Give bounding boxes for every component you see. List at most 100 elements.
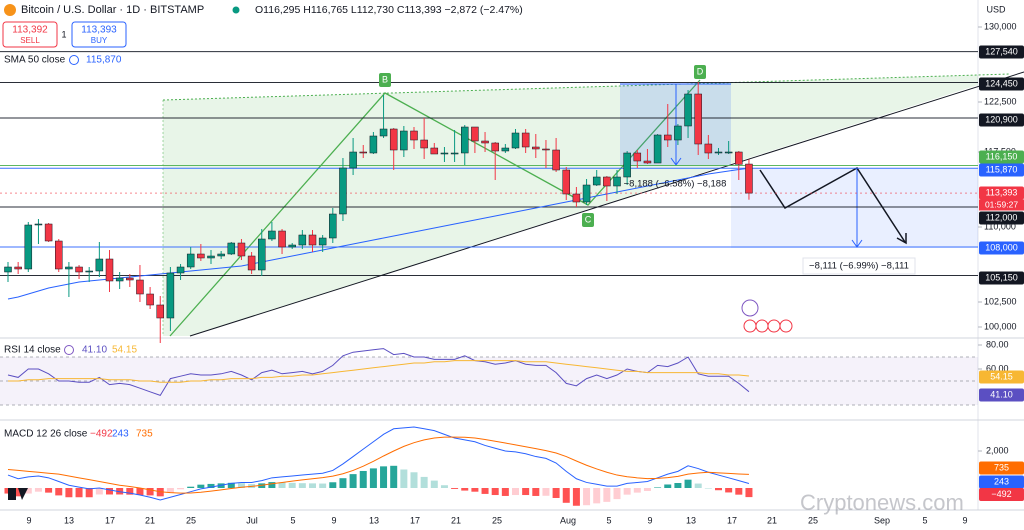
candle-body [572, 193, 581, 203]
histogram-bar [207, 483, 215, 488]
x-tick-label: 21 [451, 515, 461, 525]
candle-body [95, 258, 104, 272]
buy-button[interactable] [71, 21, 127, 48]
candle-body [207, 255, 215, 259]
legend-value: 243 [112, 429, 129, 440]
candle-body [623, 152, 631, 178]
legend-icon [64, 345, 74, 355]
histogram-bar [24, 488, 32, 494]
candle-body [592, 176, 601, 186]
candle-body [532, 146, 540, 150]
histogram-bar [532, 488, 540, 496]
histogram-bar [440, 485, 448, 488]
x-tick-label: 5 [606, 515, 611, 525]
candle-body [653, 134, 662, 164]
level-label-box [979, 77, 1024, 91]
histogram-bar [735, 488, 743, 495]
value-box [979, 488, 1024, 501]
candle-body [55, 240, 63, 270]
candle-body [745, 163, 753, 194]
pattern-point-badge [582, 213, 594, 227]
candle-body [14, 266, 22, 270]
candle-body [461, 126, 469, 154]
value-box-label: 735 [994, 462, 1009, 472]
candle-body [126, 277, 134, 281]
histogram-bar [359, 470, 367, 488]
x-tick-label: 13 [686, 515, 696, 525]
candle-body [582, 184, 591, 203]
candle-body [44, 223, 53, 242]
x-tick-label: 21 [767, 515, 777, 525]
value-box [979, 475, 1024, 489]
candle-body [115, 277, 124, 282]
rsi-line [8, 360, 749, 383]
y-tick-label: 110,000 [984, 221, 1016, 231]
histogram-bar [369, 468, 377, 488]
y-tick-label: 122,500 [984, 96, 1017, 106]
x-tick-label: 9 [647, 515, 652, 525]
histogram-bar [288, 482, 296, 488]
sell-price: 113,392 [12, 25, 48, 36]
histogram-bar [278, 482, 286, 488]
rsi-line [7, 348, 750, 397]
histogram-bar [542, 488, 550, 496]
candle-body [359, 151, 367, 154]
candle-body [450, 152, 459, 155]
candle-body [379, 128, 388, 137]
arrowhead [896, 233, 907, 245]
candle-body [278, 230, 286, 248]
candle-body [24, 224, 33, 270]
histogram-bar [684, 479, 692, 488]
legend-value: −492 [90, 429, 113, 440]
y-tick-label: 100,000 [984, 321, 1017, 331]
level-label: 105,150 [985, 272, 1018, 282]
candle-body [197, 253, 205, 259]
candle-body [684, 93, 692, 127]
x-tick-label: 9 [26, 515, 31, 525]
histogram-bar [136, 488, 144, 496]
x-tick-label: 17 [410, 515, 420, 525]
y-tick-label: 60.00 [986, 363, 1009, 373]
histogram-bar [319, 483, 327, 488]
candle-body [237, 242, 246, 257]
histogram-bar [420, 476, 428, 488]
chart-layer: 9 13 17 21 25 Jul 5 9 13 17 21 25 Aug 5 9 13 17 21 25 Sep 5 9… [0, 21, 1024, 525]
histogram-bar [298, 483, 306, 488]
candle-body [552, 149, 560, 171]
histogram-bar [481, 488, 489, 494]
symbol-title: Bitcoin / U.S. Dollar · 1D · BITSTAMP [21, 4, 204, 16]
level-label-box [979, 186, 1024, 200]
tv-logo [8, 488, 28, 500]
x-tick-label: 17 [727, 515, 737, 525]
x-tick-label: 9 [962, 515, 967, 525]
candle-body [176, 266, 185, 274]
measure-label: −8,188 (−6.58%) −8,188 [624, 179, 727, 190]
x-tick-label: 5 [290, 515, 295, 525]
y-tick-label: 80.00 [986, 339, 1009, 349]
candle-body [146, 293, 154, 306]
value-box-label: 54.15 [990, 371, 1013, 381]
histogram-bar [95, 488, 103, 495]
candle-body [643, 160, 652, 164]
histogram-bar [603, 488, 611, 502]
buy-label: BUY [91, 36, 108, 45]
candle-body [65, 266, 73, 270]
level-label-box [979, 113, 1024, 127]
candle-body [471, 126, 479, 142]
y-tick-label: 130,000 [984, 21, 1017, 31]
histogram-bar [166, 488, 174, 493]
sell-button[interactable] [2, 21, 58, 48]
histogram-bar [34, 488, 42, 492]
macd-line [7, 436, 749, 494]
x-tick-label: 25 [808, 515, 818, 525]
value-box-label: 41.10 [990, 389, 1013, 399]
market-status [232, 6, 240, 14]
level-label: 108,000 [985, 242, 1018, 252]
candle-body [430, 147, 439, 155]
candle-body [603, 176, 611, 187]
candle-body [440, 152, 449, 155]
candle-body [521, 132, 530, 148]
histogram-bar [45, 488, 53, 493]
candle-body [217, 253, 225, 257]
candle-body [247, 255, 256, 271]
